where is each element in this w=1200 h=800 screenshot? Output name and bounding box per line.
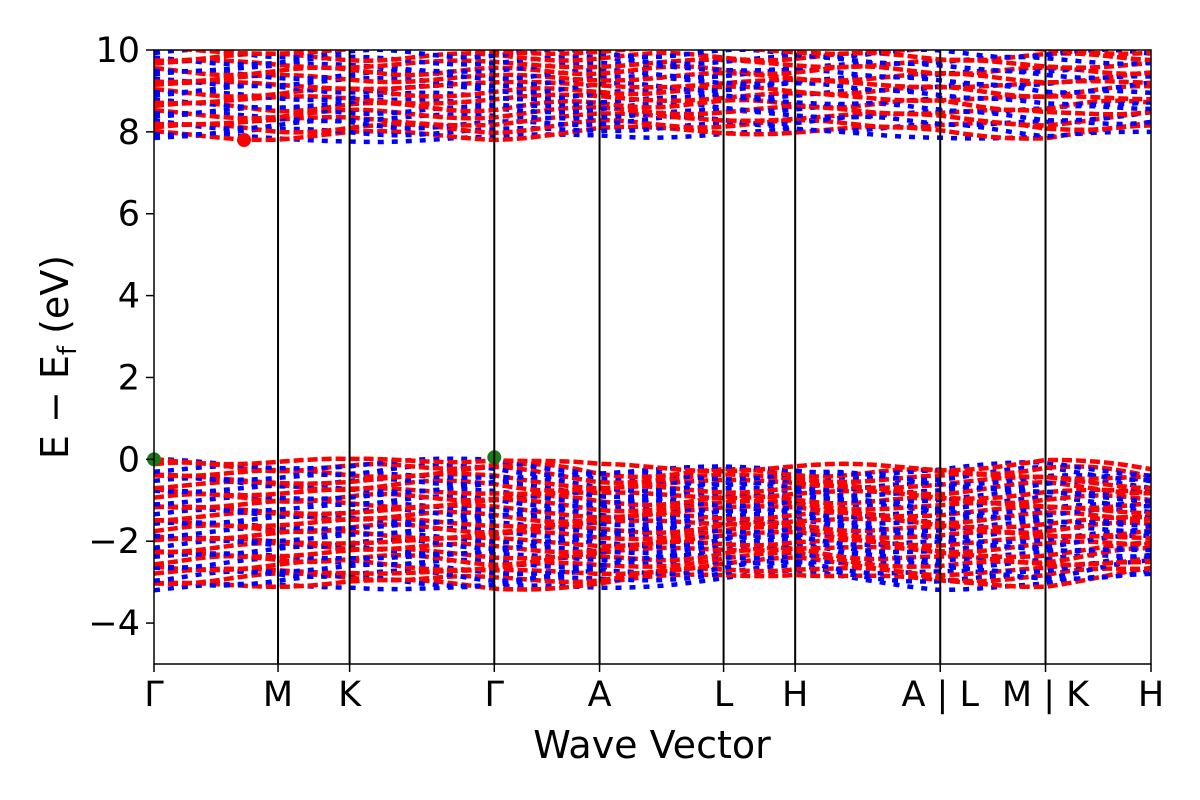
x-axis: Γ M K Γ A L H A | L M | K H <box>144 664 1164 715</box>
plot-frame <box>153 49 1152 665</box>
x-tick-label: H <box>782 675 808 715</box>
y-axis: −4 −2 0 2 4 6 8 10 <box>88 31 154 644</box>
spin-up-band <box>154 509 1151 526</box>
spin-up-band <box>154 514 1151 530</box>
spin-up-band <box>154 540 1151 561</box>
x-tick-label: L <box>714 675 734 715</box>
spin-up-band <box>154 97 1151 114</box>
y-axis-label-subscript: f <box>53 345 83 355</box>
cbm-marker <box>237 133 252 148</box>
y-axis-label: E − Ef (eV) <box>33 255 83 459</box>
y-tick-label: −4 <box>88 604 140 644</box>
x-tick-label: K <box>338 675 362 715</box>
spin-up-band <box>154 110 1151 128</box>
spin-up-band <box>154 70 1151 85</box>
spin-up-band <box>154 83 1151 99</box>
spin-up-band <box>154 460 1151 480</box>
y-tick-label: 0 <box>118 440 140 480</box>
spin-up-band <box>154 565 1151 592</box>
spin-up-band <box>154 471 1151 491</box>
spin-up-band <box>154 104 1151 121</box>
spin-up-band <box>154 555 1151 578</box>
x-tick-label: Γ <box>144 675 164 715</box>
spin-up-band <box>154 77 1151 92</box>
y-tick-label: 2 <box>118 358 140 398</box>
spin-up-band <box>154 529 1151 549</box>
x-tick-label: H <box>1138 675 1164 715</box>
x-tick-label: A | L <box>901 675 979 715</box>
spin-up-band <box>154 50 1151 63</box>
spin-up-band <box>154 503 1151 520</box>
spin-up-band <box>154 545 1151 568</box>
x-tick-label: M <box>263 675 293 715</box>
y-tick-label: 8 <box>118 113 140 153</box>
spin-up-band <box>154 456 1151 474</box>
y-tick-label: 6 <box>118 195 140 235</box>
band-lines <box>154 50 1151 593</box>
y-axis-label-unit: (eV) <box>33 255 77 346</box>
y-axis-label-main: E − E <box>33 355 77 459</box>
x-tick-label: Γ <box>485 675 505 715</box>
spin-up-band <box>154 123 1151 143</box>
x-tick-label: A <box>588 675 612 715</box>
y-tick-label: 10 <box>95 31 140 71</box>
y-tick-label: −2 <box>88 522 140 562</box>
y-tick-label: 4 <box>118 277 140 317</box>
spin-up-band <box>154 64 1151 78</box>
spin-up-band <box>154 550 1151 573</box>
spin-up-band <box>154 91 1151 106</box>
spin-up-band <box>154 565 1151 587</box>
spin-up-band <box>154 478 1151 497</box>
spin-up-band <box>154 486 1151 501</box>
kpoint-lines <box>277 50 1047 664</box>
x-axis-label: Wave Vector <box>533 723 771 767</box>
x-tick-label: M | K <box>1002 675 1090 715</box>
spin-up-band <box>154 519 1151 535</box>
spin-up-band <box>154 537 1151 555</box>
spin-up-band <box>154 491 1151 508</box>
